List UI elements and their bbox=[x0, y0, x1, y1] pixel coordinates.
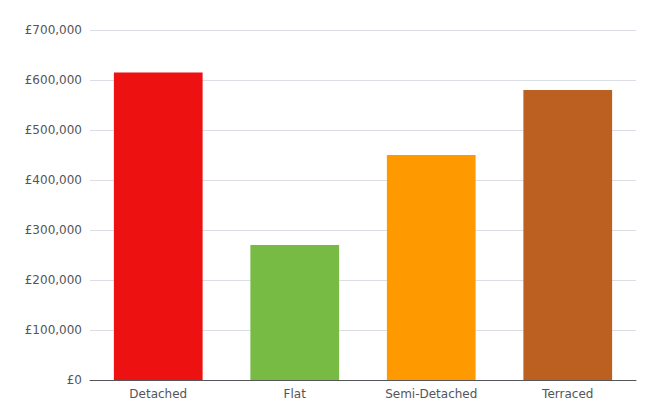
svg-text:£700,000: £700,000 bbox=[25, 23, 82, 37]
svg-text:Flat: Flat bbox=[284, 387, 307, 401]
svg-text:£0: £0 bbox=[67, 373, 82, 387]
svg-text:£200,000: £200,000 bbox=[25, 273, 82, 287]
svg-text:Detached: Detached bbox=[129, 387, 187, 401]
svg-text:£400,000: £400,000 bbox=[25, 173, 82, 187]
svg-text:£300,000: £300,000 bbox=[25, 223, 82, 237]
svg-text:£600,000: £600,000 bbox=[25, 73, 82, 87]
svg-text:Terraced: Terraced bbox=[541, 387, 593, 401]
svg-text:£100,000: £100,000 bbox=[25, 323, 82, 337]
svg-text:Semi-Detached: Semi-Detached bbox=[385, 387, 477, 401]
svg-text:£500,000: £500,000 bbox=[25, 123, 82, 137]
